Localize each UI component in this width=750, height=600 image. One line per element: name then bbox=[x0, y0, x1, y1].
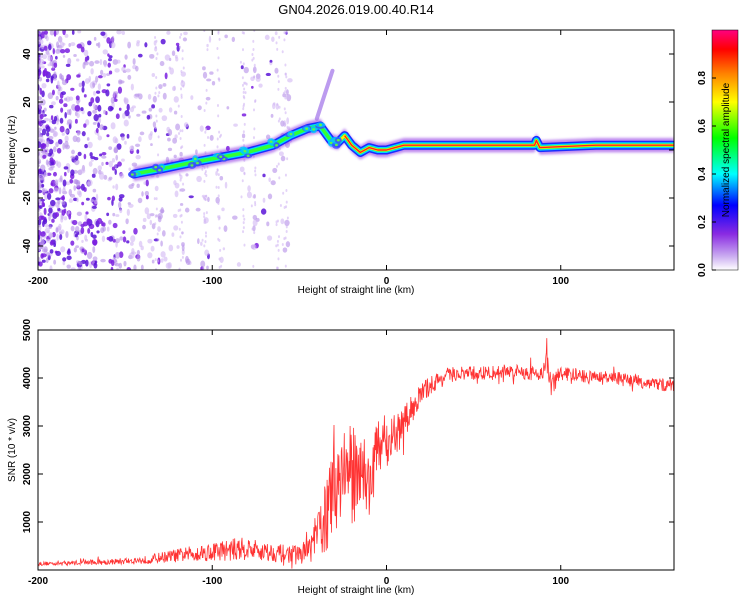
chart-title: GN04.2026.019.00.40.R14 bbox=[278, 2, 433, 17]
x-tick-label: -100 bbox=[202, 576, 222, 587]
colorbar-tick-label: 0.4 bbox=[697, 167, 708, 181]
spectrogram-panel: -200 -100 0 100 40 20 0 -20 -40 Height of straig… bbox=[7, 29, 675, 296]
y-tick-label: 40 bbox=[22, 48, 33, 60]
x-tick-label: -200 bbox=[28, 576, 48, 587]
colorbar-tick-label: 0.6 bbox=[697, 119, 708, 133]
x-tick-label: 100 bbox=[552, 576, 569, 587]
colorbar-tick-label: 0.8 bbox=[697, 71, 708, 85]
y-tick-label: 1000 bbox=[22, 510, 33, 533]
y-tick-label: -20 bbox=[22, 190, 33, 205]
y-tick-label: 20 bbox=[22, 96, 33, 108]
x-tick-label: -100 bbox=[202, 276, 222, 287]
spectral-ridge bbox=[128, 68, 674, 182]
y-tick-label: 5000 bbox=[22, 318, 33, 341]
ridge-core-red bbox=[344, 135, 674, 154]
x-tick-label: 0 bbox=[384, 576, 390, 587]
ridge-branch bbox=[314, 68, 335, 121]
colorbar-tick-label: 0.2 bbox=[697, 215, 708, 229]
snr-plot-area bbox=[38, 338, 674, 569]
snr-ticks: -200 -100 0 100 1000 2000 3000 4000 5000 bbox=[22, 318, 674, 587]
y-tick-label: 3000 bbox=[22, 414, 33, 437]
snr-series-line bbox=[38, 338, 674, 569]
x-tick-label: -200 bbox=[28, 276, 48, 287]
y-tick-label: 2000 bbox=[22, 462, 33, 485]
x-tick-label: 0 bbox=[384, 276, 390, 287]
y-tick-label: 4000 bbox=[22, 366, 33, 389]
colorbar-label: Normalized spectral amplitude bbox=[721, 82, 732, 217]
noise-speckle bbox=[38, 30, 293, 270]
y-tick-label: 0 bbox=[22, 147, 33, 153]
spectrogram-marks bbox=[38, 30, 674, 270]
spectrogram-xlabel: Height of straight line (km) bbox=[298, 285, 415, 296]
snr-frame bbox=[37, 329, 675, 571]
ridge-halo bbox=[133, 118, 674, 182]
colorbar-tick-label: 0.0 bbox=[697, 263, 708, 277]
spectrogram-ylabel: Frequency (Hz) bbox=[7, 116, 18, 185]
snr-ylabel: SNR (10 * v/v) bbox=[7, 418, 18, 482]
y-tick-label: -40 bbox=[22, 238, 33, 253]
colorbar: 0.0 0.2 0.4 0.6 0.8 Normalized spectral ampl… bbox=[697, 29, 739, 277]
snr-panel: -200 -100 0 100 1000 2000 3000 4000 5000 Height … bbox=[7, 318, 675, 596]
snr-xlabel: Height of straight line (km) bbox=[298, 585, 415, 596]
colorbar-ticks: 0.0 0.2 0.4 0.6 0.8 bbox=[697, 71, 716, 277]
colorbar-gradient bbox=[711, 29, 739, 271]
x-tick-label: 100 bbox=[552, 276, 569, 287]
spectrogram-ticks: -200 -100 0 100 40 20 0 -20 -40 bbox=[22, 30, 674, 287]
